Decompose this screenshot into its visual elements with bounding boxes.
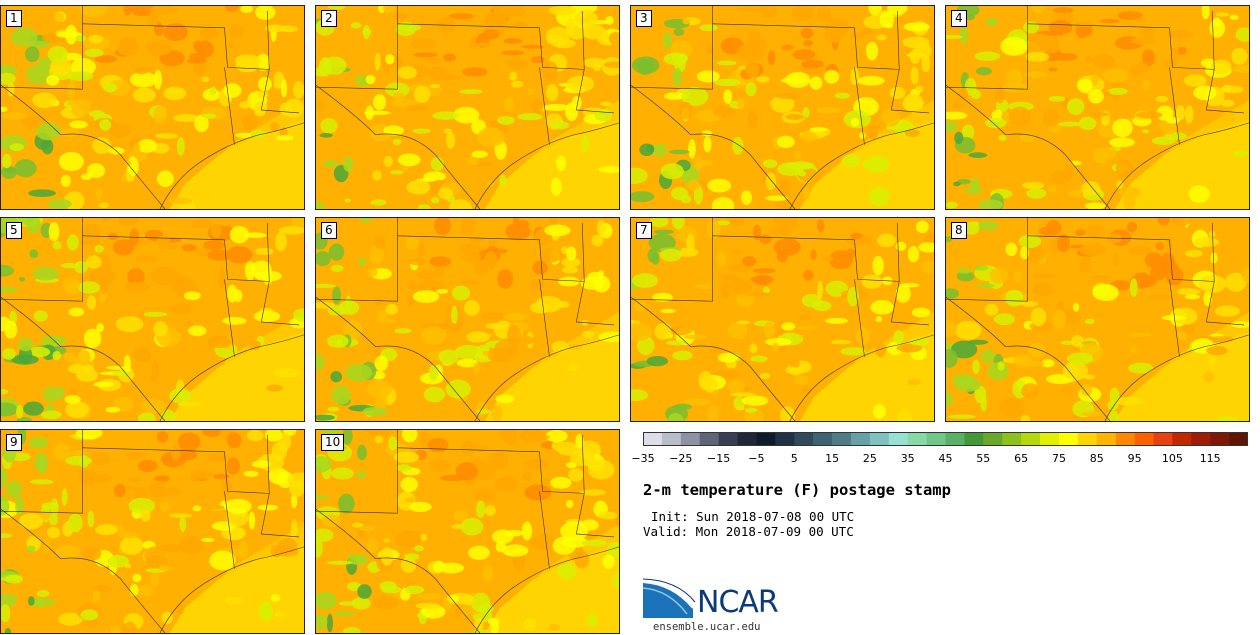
colorbar-tick-label: −5 — [748, 452, 765, 465]
colorbar-tick-label: 65 — [1014, 452, 1029, 465]
colorbar-tick-label: −25 — [669, 452, 693, 465]
colorbar-tick-label: 5 — [790, 452, 798, 465]
member-label: 4 — [951, 10, 967, 27]
temperature-map — [631, 218, 934, 421]
ensemble-member-panel[interactable]: 1 — [0, 5, 305, 210]
member-label: 1 — [6, 10, 22, 27]
ensemble-member-panel[interactable]: 3 — [630, 5, 935, 210]
colorbar-tick-label: 115 — [1199, 452, 1221, 465]
temperature-map — [316, 430, 619, 633]
colorbar-tick-label: 95 — [1127, 452, 1142, 465]
temperature-map — [1, 6, 304, 209]
ensemble-member-panel[interactable]: 6 — [315, 217, 620, 422]
member-label: 9 — [6, 434, 22, 451]
temperature-map — [631, 6, 934, 209]
temperature-map — [316, 218, 619, 421]
ensemble-member-panel[interactable]: 2 — [315, 5, 620, 210]
colorbar-tick-label: 75 — [1052, 452, 1066, 465]
member-label: 7 — [636, 222, 652, 239]
colorbar-tick-label: 25 — [862, 452, 877, 465]
colorbar — [643, 432, 1248, 446]
member-label: 6 — [321, 222, 337, 239]
colorbar-tick-label: 45 — [938, 452, 953, 465]
temperature-map — [1, 430, 304, 633]
colorbar-tick-label: −35 — [631, 452, 655, 465]
temperature-map — [946, 6, 1249, 209]
colorbar-tick-label: 55 — [976, 452, 991, 465]
member-label: 8 — [951, 222, 967, 239]
ensemble-member-panel[interactable]: 4 — [945, 5, 1250, 210]
member-label: 10 — [321, 434, 345, 451]
ncar-logo-icon — [643, 578, 696, 618]
ensemble-member-panel[interactable]: 8 — [945, 217, 1250, 422]
ensemble-member-panel[interactable]: 7 — [630, 217, 935, 422]
ensemble-member-panel[interactable]: 10 — [315, 429, 620, 634]
valid-time: Valid: Mon 2018-07-09 00 UTC — [643, 524, 854, 539]
member-label: 2 — [321, 10, 337, 27]
colorbar-tick-label: 15 — [825, 452, 840, 465]
member-label: 5 — [6, 222, 22, 239]
colorbar-tick-label: 105 — [1161, 452, 1183, 465]
figure-title: 2-m temperature (F) postage stamp — [643, 481, 951, 499]
colorbar-tick-label: −15 — [706, 452, 731, 465]
member-label: 3 — [636, 10, 652, 27]
ensemble-member-panel[interactable]: 9 — [0, 429, 305, 634]
colorbar-tick-label: 85 — [1089, 452, 1104, 465]
ensemble-member-panel[interactable]: 5 — [0, 217, 305, 422]
temperature-map — [316, 6, 619, 209]
temperature-map — [1, 218, 304, 421]
source-url: ensemble.ucar.edu — [653, 621, 761, 633]
ncar-logo-text: NCAR — [697, 585, 779, 620]
init-time: Init: Sun 2018-07-08 00 UTC — [651, 509, 855, 524]
colorbar-tick-label: 35 — [900, 452, 915, 465]
temperature-map — [946, 218, 1249, 421]
